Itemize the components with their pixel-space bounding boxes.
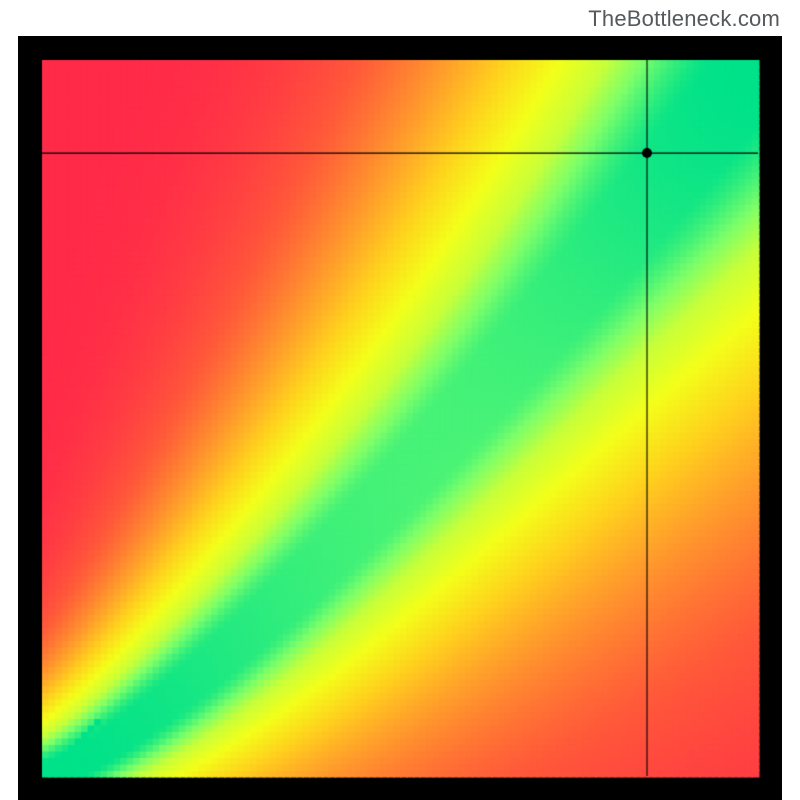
watermark-text: TheBottleneck.com <box>588 6 780 32</box>
bottleneck-heatmap <box>18 36 782 800</box>
